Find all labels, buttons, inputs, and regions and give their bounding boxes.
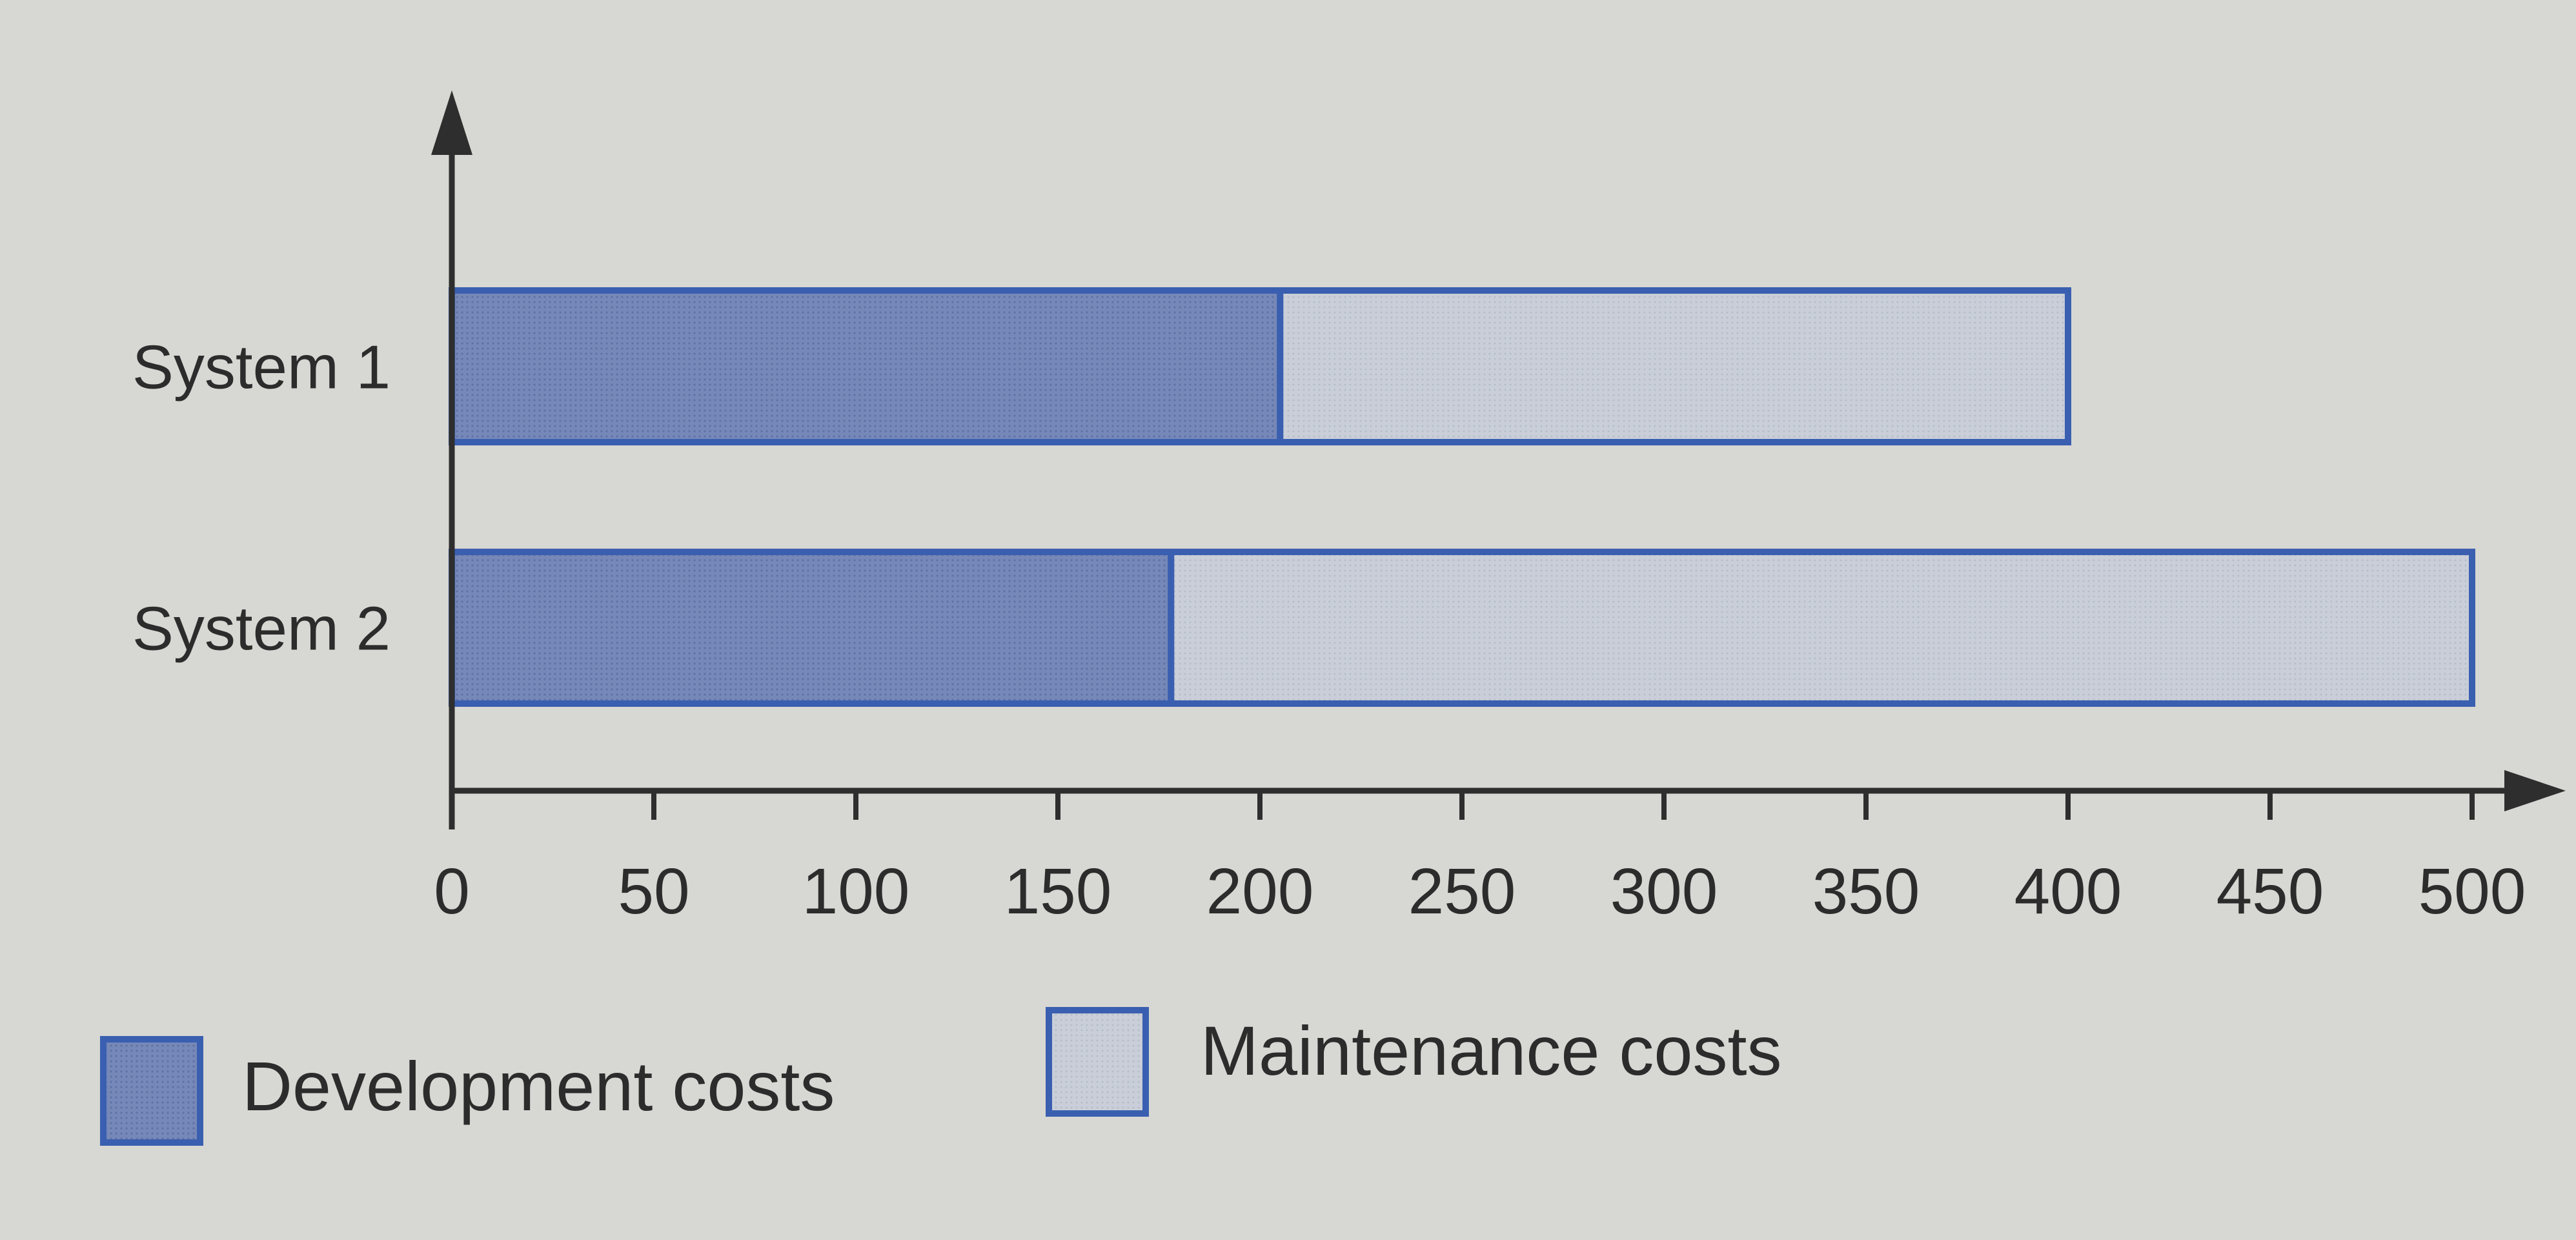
x-tick-label: 150 — [1004, 855, 1112, 928]
bar-2-development — [449, 549, 1175, 707]
x-tick-label: 300 — [1610, 855, 1718, 928]
x-tick-label: 0 — [434, 855, 470, 928]
y-axis-arrow — [431, 90, 472, 155]
x-tick-label: 250 — [1408, 855, 1516, 928]
legend-layer: Development costs Maintenance costs — [100, 1007, 1782, 1146]
x-tick-label: 100 — [802, 855, 910, 928]
bars-layer — [449, 287, 2475, 707]
ticks-layer — [651, 791, 2475, 820]
x-tick-label: 500 — [2419, 855, 2526, 928]
bar-2-maintenance — [1168, 549, 2475, 707]
labels-layer: 0 50 100 150 200 250 300 350 400 450 500 System 1 Sy… — [132, 333, 2526, 928]
legend-swatch-maintenance — [1046, 1007, 1149, 1117]
axes-layer — [431, 90, 2566, 829]
x-axis-arrow — [2504, 770, 2566, 811]
category-label: System 2 — [132, 595, 390, 664]
legend-swatch-development — [100, 1036, 203, 1146]
x-tick-label: 450 — [2216, 855, 2324, 928]
x-tick-label: 200 — [1206, 855, 1314, 928]
category-label: System 1 — [132, 333, 390, 402]
x-tick-label: 50 — [618, 855, 689, 928]
bar-1-maintenance — [1277, 287, 2071, 445]
bar-1-development — [449, 287, 1284, 445]
x-tick-label: 350 — [1812, 855, 1920, 928]
x-tick-label: 400 — [2014, 855, 2122, 928]
legend-label: Development costs — [242, 1047, 835, 1125]
legend-label: Maintenance costs — [1201, 1011, 1782, 1090]
